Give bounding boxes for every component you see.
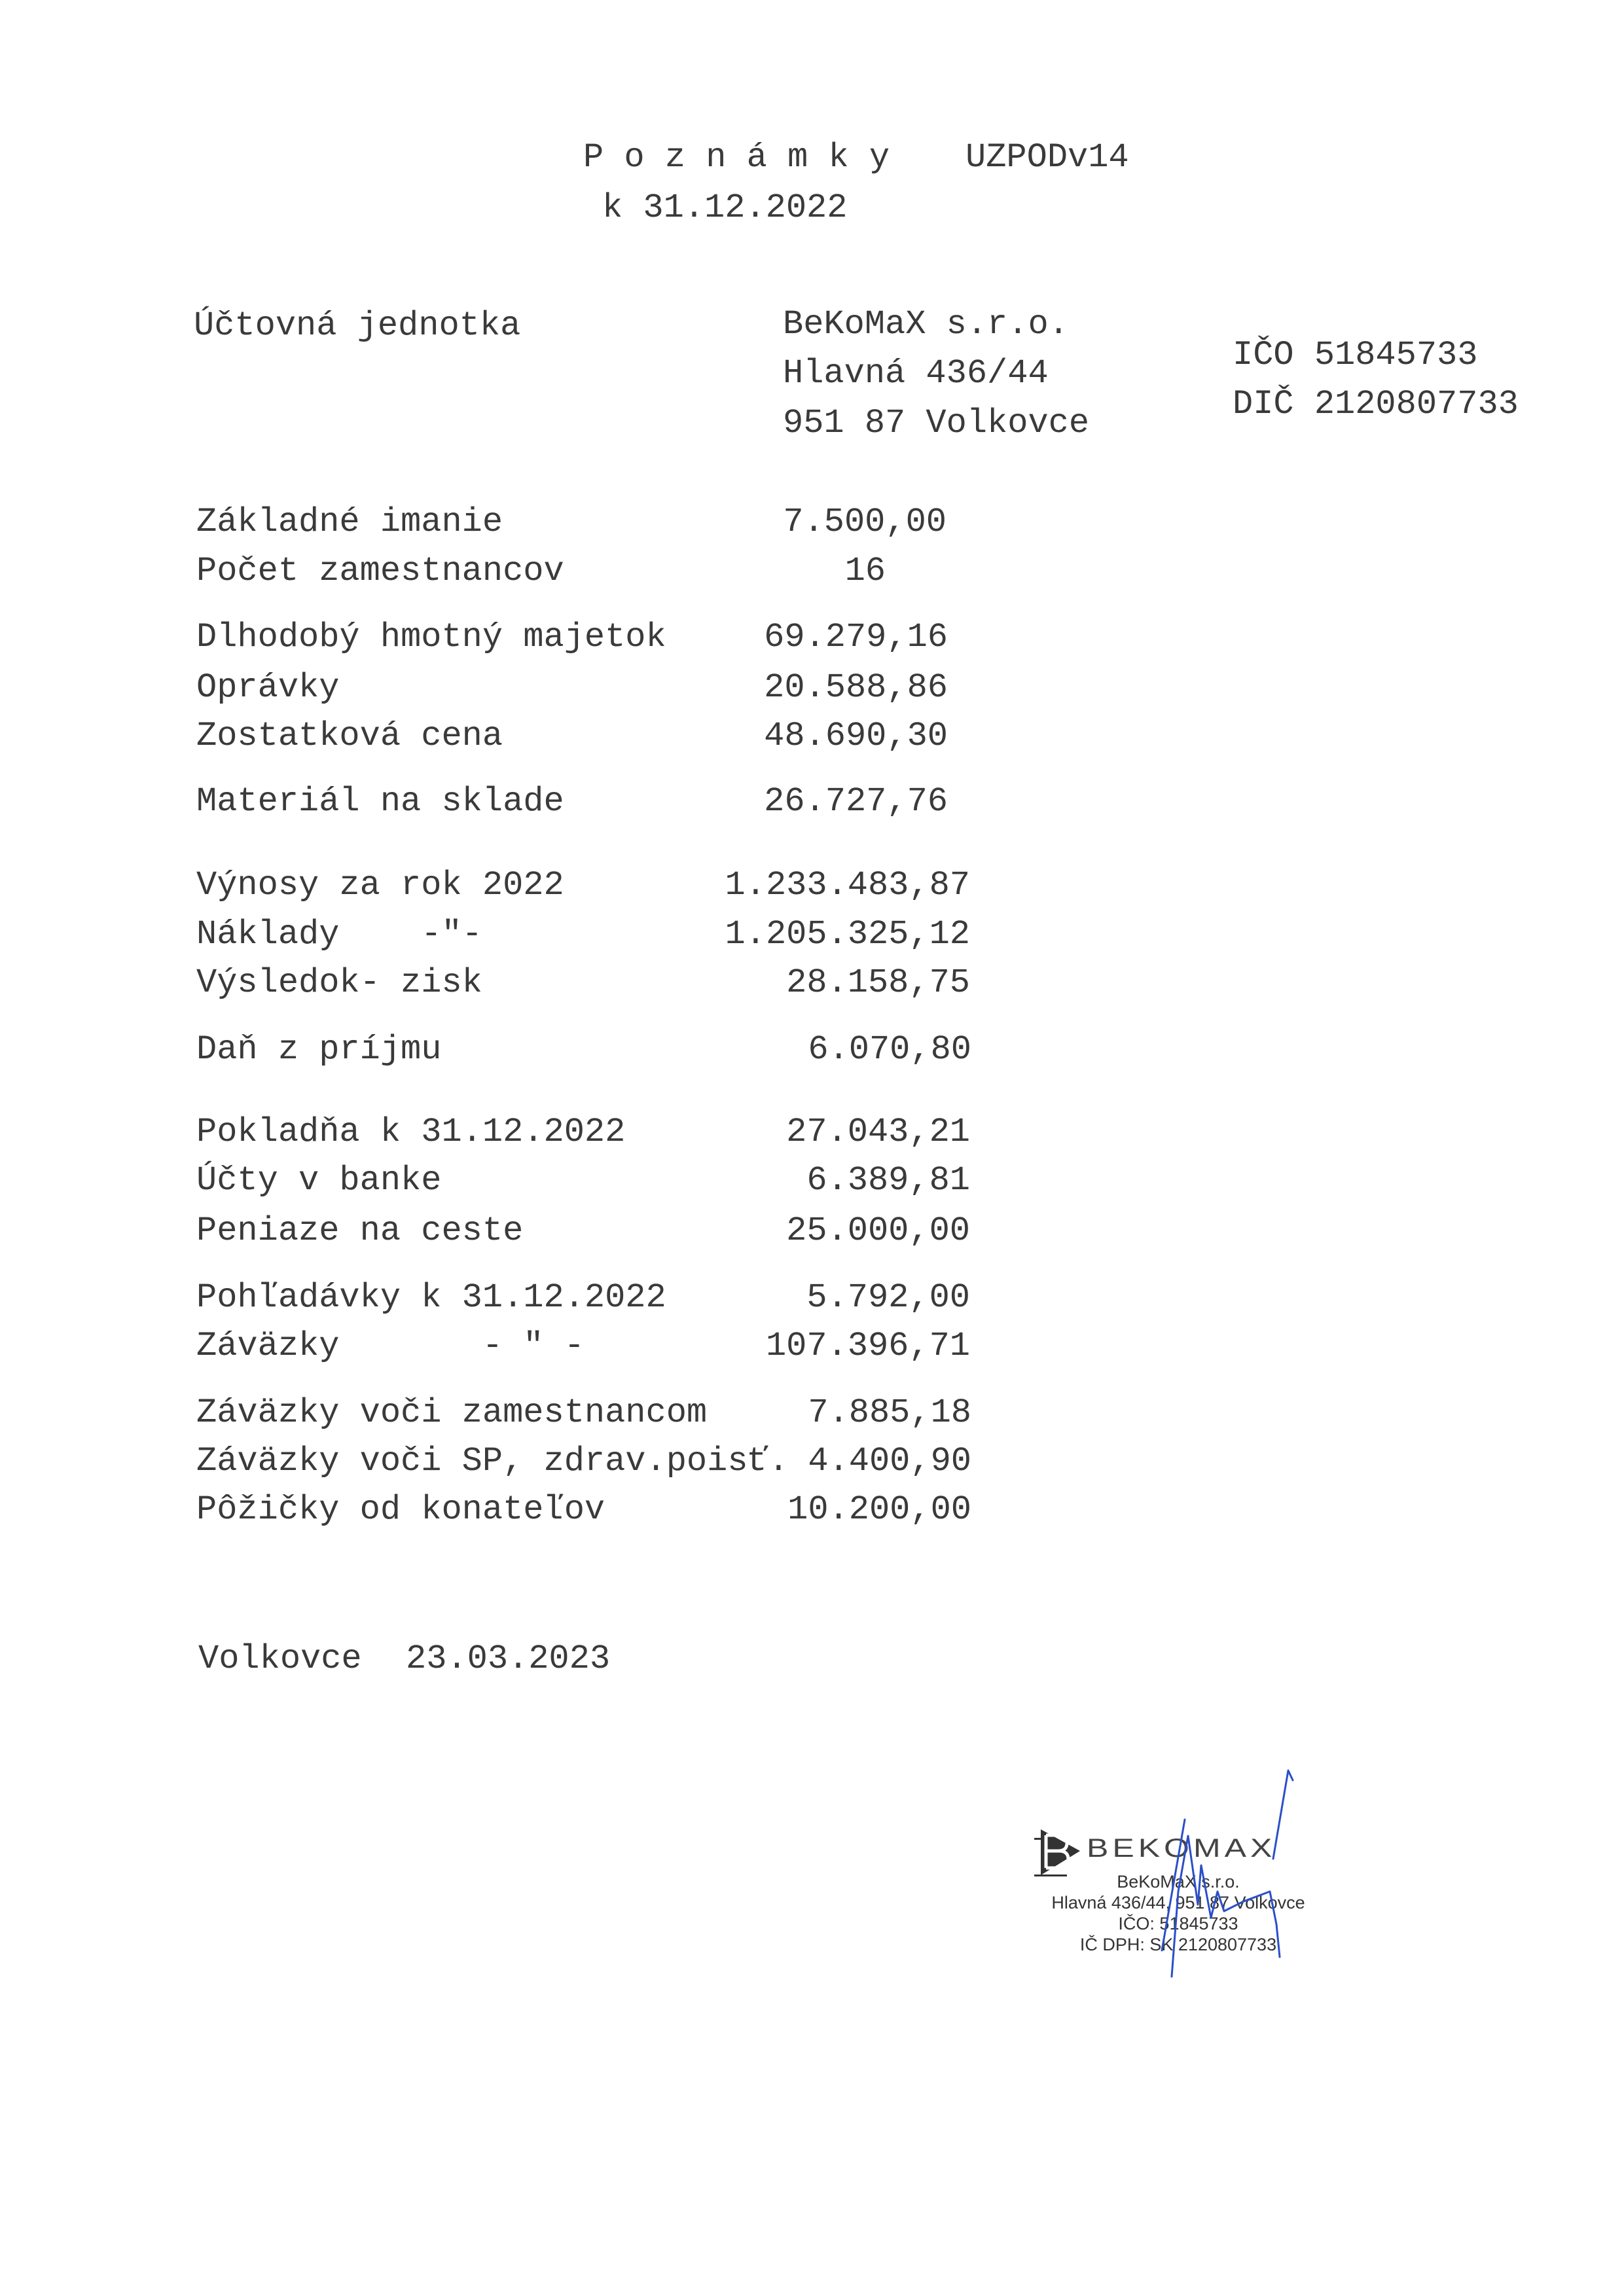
row-value: 20.588,86 [764, 668, 948, 707]
row-label: Peniaze na ceste [196, 1211, 524, 1250]
row-label: Pôžičky od konateľov [196, 1490, 605, 1529]
row-label: Oprávky [196, 668, 340, 707]
company-stamp: BEKOMAX BeKoMaX s.r.o. Hlavná 436/44, 95… [1021, 1806, 1335, 1977]
row-value: 6.389,81 [806, 1161, 970, 1200]
row-label: Daň z príjmu [196, 1030, 442, 1069]
row-label: Zostatková cena [196, 717, 503, 755]
row-label: Účty v banke [196, 1161, 442, 1200]
footer-place: Volkovce [198, 1640, 362, 1678]
row-value: 107.396,71 [765, 1327, 970, 1365]
row-value: 7.500,00 [783, 503, 947, 541]
row-value: 5.792,00 [806, 1278, 970, 1317]
entity-street: Hlavná 436/44 [783, 354, 1049, 393]
form-code: UZPODv14 [965, 138, 1129, 177]
row-value: 25.000,00 [786, 1211, 970, 1250]
stamp-ic-dph: IČ DPH: SK 2120807733 [1079, 1935, 1277, 1954]
row-value: 48.690,30 [764, 717, 948, 755]
row-value: 10.200,00 [787, 1490, 971, 1529]
entity-dic: DIČ 2120807733 [1233, 385, 1519, 423]
row-label: Dlhodobý hmotný majetok [196, 618, 666, 656]
row-value: 1.233.483,87 [725, 866, 970, 905]
footer-date: 23.03.2023 [406, 1640, 611, 1678]
row-label: Náklady -"- [196, 915, 482, 954]
row-label: Výsledok- zisk [196, 963, 482, 1002]
bekomax-logo-icon [1034, 1829, 1080, 1876]
row-label: Záväzky voči zamestnancom [196, 1393, 708, 1432]
row-label: Pokladňa k 31.12.2022 [196, 1113, 626, 1151]
entity-ico: IČO 51845733 [1233, 336, 1478, 374]
row-label: Výnosy za rok 2022 [196, 866, 564, 905]
handwritten-signature [1161, 1769, 1294, 1978]
row-value: 28.158,75 [786, 963, 970, 1002]
row-value: 4.400,90 [808, 1442, 971, 1480]
row-value: 69.279,16 [764, 618, 948, 656]
stamp-ico: IČO: 51845733 [1118, 1914, 1238, 1933]
entity-city: 951 87 Volkovce [783, 404, 1090, 442]
row-value: 16 [844, 552, 886, 590]
row-label: Materiál na sklade [196, 782, 564, 821]
row-label: Záväzky voči SP, zdrav.poisť. [196, 1442, 789, 1480]
row-value: 26.727,76 [764, 782, 948, 821]
row-value: 7.885,18 [808, 1393, 971, 1432]
report-date: k 31.12.2022 [602, 188, 848, 227]
row-label: Záväzky - " - [196, 1327, 585, 1365]
row-value: 6.070,80 [808, 1030, 971, 1069]
row-label: Základné imanie [196, 503, 503, 541]
entity-label: Účtovná jednotka [194, 306, 521, 345]
row-label: Pohľadávky k 31.12.2022 [196, 1278, 666, 1317]
document-title: P o z n á m k y [583, 138, 890, 177]
row-value: 1.205.325,12 [725, 915, 970, 954]
entity-name: BeKoMaX s.r.o. [783, 305, 1069, 344]
row-label: Počet zamestnancov [196, 552, 564, 590]
row-value: 27.043,21 [786, 1113, 970, 1151]
